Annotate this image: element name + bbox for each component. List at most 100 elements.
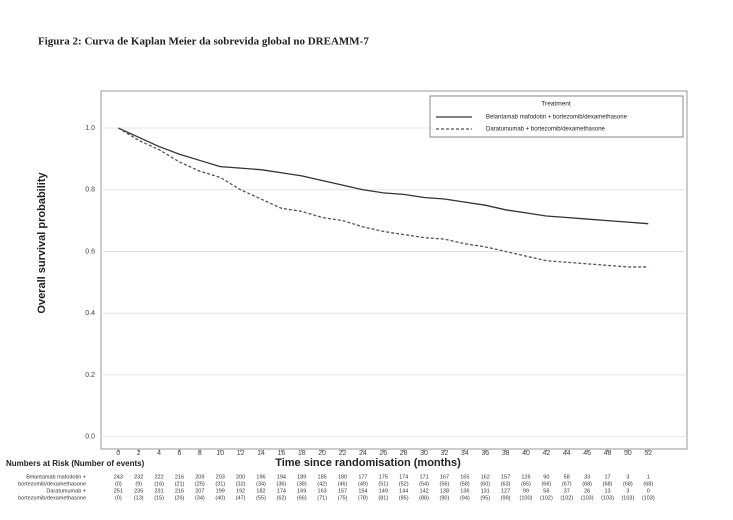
risk-number: 167 — [440, 474, 449, 480]
risk-number: 58 — [564, 474, 570, 480]
y-tick-label: 1.0 — [85, 125, 95, 132]
risk-events: (49) — [358, 481, 368, 487]
risk-events: (46) — [338, 481, 348, 487]
risk-events: (26) — [175, 495, 185, 501]
x-tick-label: 4 — [157, 450, 161, 457]
risk-events: (34) — [195, 495, 205, 501]
risk-events: (68) — [643, 481, 653, 487]
risk-number: 175 — [379, 474, 388, 480]
risk-events: (56) — [440, 481, 450, 487]
risk-events: (102) — [560, 495, 573, 501]
risk-events: (78) — [358, 495, 368, 501]
risk-events: (32) — [236, 481, 246, 487]
x-tick-label: 2 — [137, 450, 141, 457]
risk-events: (36) — [276, 481, 286, 487]
legend-label: Daratumumab + bortezomib/dexamethasone — [486, 127, 606, 133]
risk-events: (102) — [540, 495, 553, 501]
risk-events: (21) — [175, 481, 185, 487]
risk-events: (85) — [399, 495, 409, 501]
risk-events: (31) — [215, 481, 225, 487]
risk-number: 26 — [584, 488, 590, 494]
risk-number: 199 — [216, 488, 225, 494]
risk-number: 180 — [338, 474, 347, 480]
x-tick-label: 12 — [237, 450, 245, 457]
risk-number: 136 — [460, 488, 469, 494]
risk-number: 58 — [543, 488, 549, 494]
risk-events: (34) — [256, 481, 266, 487]
risk-number: 209 — [195, 474, 204, 480]
x-tick-label: 8 — [198, 450, 202, 457]
chart-title: Figura 2: Curva de Kaplan Meier da sobre… — [38, 36, 369, 48]
risk-number: 232 — [134, 474, 143, 480]
risk-number: 169 — [297, 488, 306, 494]
x-tick-label: 26 — [379, 450, 387, 457]
legend-box — [429, 95, 684, 138]
risk-row-label: Daratumumab + — [46, 488, 86, 494]
x-tick-label: 40 — [522, 450, 530, 457]
risk-number: 131 — [481, 488, 490, 494]
y-tick-label: 0.4 — [85, 310, 95, 317]
risk-number: 207 — [195, 488, 204, 494]
risk-events: (103) — [642, 495, 655, 501]
risk-events: (90) — [440, 495, 450, 501]
risk-row-label: Belantamab mafodotin + — [26, 474, 86, 480]
risk-events: (60) — [480, 481, 490, 487]
risk-events: (38) — [297, 481, 307, 487]
risk-number: 3 — [626, 488, 629, 494]
risk-number: 127 — [501, 488, 510, 494]
risk-number: 37 — [564, 488, 570, 494]
risk-number: 3 — [626, 474, 629, 480]
risk-events: (66) — [297, 495, 307, 501]
risk-events: (68) — [582, 481, 592, 487]
risk-events: (68) — [603, 481, 613, 487]
y-tick-label: 0.2 — [85, 372, 95, 379]
risk-number: 200 — [236, 474, 245, 480]
x-tick-label: 46 — [583, 450, 591, 457]
risk-number: 142 — [419, 488, 428, 494]
risk-number: 194 — [277, 474, 286, 480]
y-axis-label: Overall survival probability — [36, 172, 48, 314]
risk-events: (88) — [419, 495, 429, 501]
x-tick-label: 20 — [318, 450, 326, 457]
x-tick-label: 28 — [400, 450, 408, 457]
risk-events: (13) — [134, 495, 144, 501]
risk-events: (71) — [317, 495, 327, 501]
risk-number: 222 — [154, 474, 163, 480]
risk-number: 157 — [338, 488, 347, 494]
risk-events: (65) — [521, 481, 531, 487]
risk-number: 177 — [358, 474, 367, 480]
risk-events: (42) — [317, 481, 327, 487]
risk-events: (95) — [480, 495, 490, 501]
risk-events: (52) — [399, 481, 409, 487]
risk-number: 165 — [460, 474, 469, 480]
x-tick-label: 50 — [624, 450, 632, 457]
y-tick-label: 0.0 — [85, 433, 95, 440]
risk-events: (0) — [115, 481, 122, 487]
risk-events: (103) — [621, 495, 634, 501]
risk-events: (62) — [276, 495, 286, 501]
x-tick-label: 34 — [461, 450, 469, 457]
risk-number: 90 — [543, 474, 549, 480]
y-tick-label: 0.8 — [85, 187, 95, 194]
risk-number: 189 — [297, 474, 306, 480]
risk-number: 33 — [584, 474, 590, 480]
risk-number: 182 — [256, 488, 265, 494]
legend-label: Belantamab mafodotin + bortezomib/dexame… — [486, 115, 628, 121]
risk-number: 162 — [481, 474, 490, 480]
risk-events: (16) — [154, 481, 164, 487]
risk-number: 13 — [604, 488, 610, 494]
risk-row-label: bortezomib/dexamethasone — [18, 481, 86, 487]
x-tick-label: 42 — [542, 450, 550, 457]
risk-events: (0) — [115, 495, 122, 501]
x-tick-label: 38 — [502, 450, 510, 457]
x-tick-label: 44 — [563, 450, 571, 457]
risk-number: 17 — [604, 474, 610, 480]
risk-number: 157 — [501, 474, 510, 480]
survival-curve — [117, 127, 649, 268]
risk-number: 163 — [318, 488, 327, 494]
risk-number: 251 — [114, 488, 123, 494]
risk-number: 216 — [175, 488, 184, 494]
x-tick-label: 16 — [277, 450, 285, 457]
risk-number: 1 — [647, 474, 650, 480]
